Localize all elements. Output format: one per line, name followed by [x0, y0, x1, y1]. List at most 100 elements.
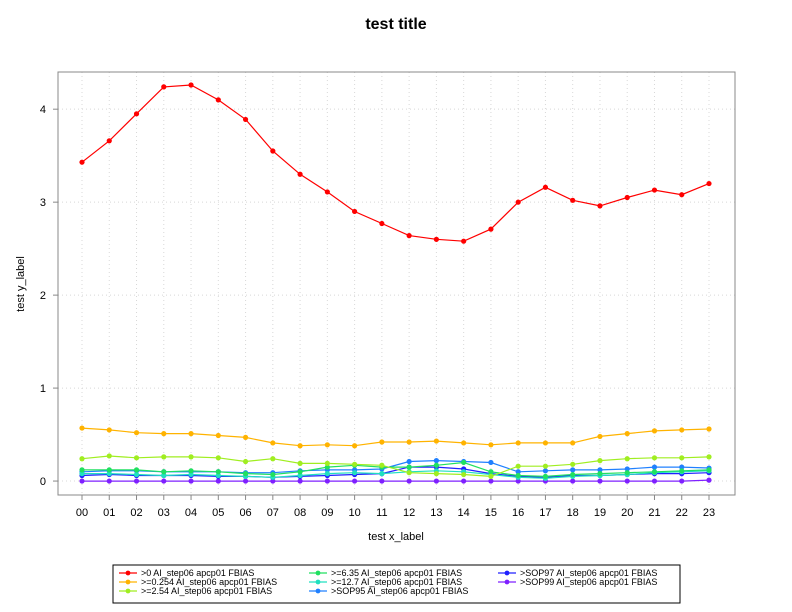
data-point [433, 478, 439, 484]
data-point [106, 453, 112, 459]
data-point [461, 471, 467, 478]
legend-label: >=12.7 AI_step06 apcp01 FBIAS [331, 577, 462, 587]
x-tick-label: 23 [703, 507, 715, 519]
data-point [188, 468, 194, 474]
data-point [106, 467, 112, 473]
y-tick-label: 1 [40, 383, 46, 395]
series-line [81, 455, 710, 478]
x-tick-label: 12 [403, 507, 415, 519]
x-tick-label: 20 [621, 507, 633, 519]
data-point [515, 478, 521, 484]
legend-label: >SOP99 AI_step06 apcp01 FBIAS [520, 577, 657, 587]
data-point [651, 464, 658, 470]
data-point [324, 478, 330, 484]
data-point [133, 455, 140, 461]
data-point [242, 471, 249, 477]
data-point [270, 456, 276, 462]
data-point [297, 171, 303, 177]
data-point [161, 478, 167, 484]
data-point [651, 455, 658, 461]
x-tick-label: 22 [676, 507, 688, 519]
x-tick-label: 14 [458, 507, 470, 519]
data-point [461, 478, 467, 484]
data-point [597, 203, 603, 209]
plot-frame [57, 71, 736, 496]
data-point [488, 478, 494, 484]
data-point [461, 440, 467, 446]
data-point [488, 442, 494, 448]
y-tick-label: 0 [40, 476, 46, 488]
data-point [679, 427, 685, 433]
series-group [79, 425, 712, 449]
data-point [433, 236, 439, 242]
y-axis: 0 1 2 3 4 [40, 104, 58, 488]
legend-swatch-marker [315, 579, 321, 585]
x-tick-label: 07 [267, 507, 279, 519]
data-point [188, 431, 194, 437]
data-point [215, 469, 221, 475]
x-tick-label: 06 [239, 507, 251, 519]
x-tick-label: 04 [185, 507, 197, 519]
series-line [82, 470, 710, 479]
legend-label: >=6.35 AI_step06 apcp01 FBIAS [331, 568, 462, 578]
legend-swatch-marker [504, 579, 510, 585]
data-point [706, 467, 712, 473]
data-point [379, 462, 385, 468]
series [79, 82, 712, 484]
data-point [270, 148, 276, 154]
data-point [651, 478, 658, 484]
data-point [488, 459, 494, 466]
series-line [81, 427, 710, 447]
legend-label: >=0.254 AI_step06 apcp01 FBIAS [141, 577, 277, 587]
data-point [597, 433, 603, 440]
data-point [406, 439, 412, 445]
data-point [79, 471, 85, 477]
series-group [79, 477, 712, 484]
data-point [433, 438, 439, 444]
series-line [81, 84, 710, 242]
data-point [161, 472, 167, 479]
legend-swatch-marker [125, 579, 131, 585]
data-point [106, 138, 112, 144]
legend-item: >=0.254 AI_step06 apcp01 FBIAS [119, 577, 277, 587]
data-point [133, 111, 140, 117]
x-tick-label: 01 [103, 507, 115, 519]
data-point [488, 226, 494, 232]
data-point [679, 192, 685, 198]
data-point [461, 459, 467, 466]
data-point [651, 187, 658, 193]
data-point [79, 456, 85, 462]
legend-swatch-marker [504, 570, 510, 576]
legend-label: >=2.54 AI_step06 apcp01 FBIAS [141, 586, 272, 596]
data-point [679, 464, 685, 470]
data-point [270, 478, 276, 484]
data-point [570, 478, 576, 484]
legend: >0 AI_step06 apcp01 FBIAS>=0.254 AI_step… [112, 564, 681, 604]
series-line [81, 459, 710, 474]
data-point [542, 184, 549, 190]
data-point [297, 472, 303, 479]
data-point [242, 458, 249, 465]
data-point [406, 233, 412, 239]
data-point [570, 197, 576, 203]
data-point [406, 464, 412, 470]
data-point [106, 427, 112, 433]
chart-title: test title [365, 16, 426, 33]
data-point [242, 434, 249, 440]
data-point [406, 470, 412, 476]
data-point [215, 97, 221, 103]
data-point [515, 469, 521, 475]
legend-item: >=12.7 AI_step06 apcp01 FBIAS [309, 577, 462, 587]
series-line [82, 479, 710, 482]
legend-item: >SOP97 AI_step06 apcp01 FBIAS [498, 568, 657, 578]
x-tick-label: 02 [130, 507, 142, 519]
data-point [242, 116, 249, 123]
x-tick-label: 21 [648, 507, 660, 519]
data-point [570, 467, 576, 473]
data-point [324, 442, 330, 448]
data-point [188, 471, 194, 478]
data-point [215, 472, 221, 479]
data-point [515, 440, 521, 446]
data-point [515, 463, 521, 469]
